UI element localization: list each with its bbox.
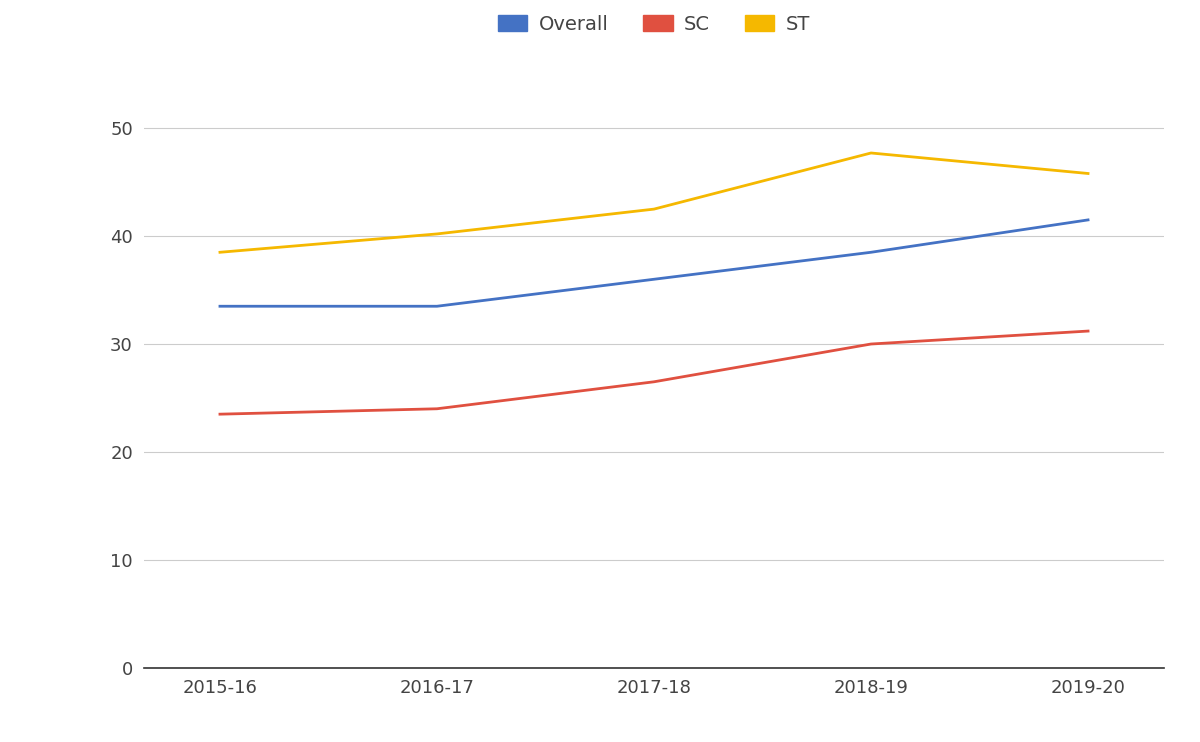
ST (1081, 169, 1096, 178)
Overall (212, 302, 227, 311)
SC (212, 410, 227, 418)
Overall (1081, 215, 1096, 224)
Line: ST: ST (220, 153, 1088, 252)
Overall (647, 275, 661, 283)
ST (212, 248, 227, 257)
ST (864, 148, 878, 157)
Line: SC: SC (220, 331, 1088, 414)
Legend: Overall, SC, ST: Overall, SC, ST (490, 7, 818, 42)
ST (647, 205, 661, 214)
SC (430, 404, 444, 413)
Overall (430, 302, 444, 311)
ST (430, 229, 444, 238)
SC (1081, 326, 1096, 335)
Line: Overall: Overall (220, 220, 1088, 306)
SC (647, 378, 661, 387)
SC (864, 340, 878, 349)
Overall (864, 248, 878, 257)
